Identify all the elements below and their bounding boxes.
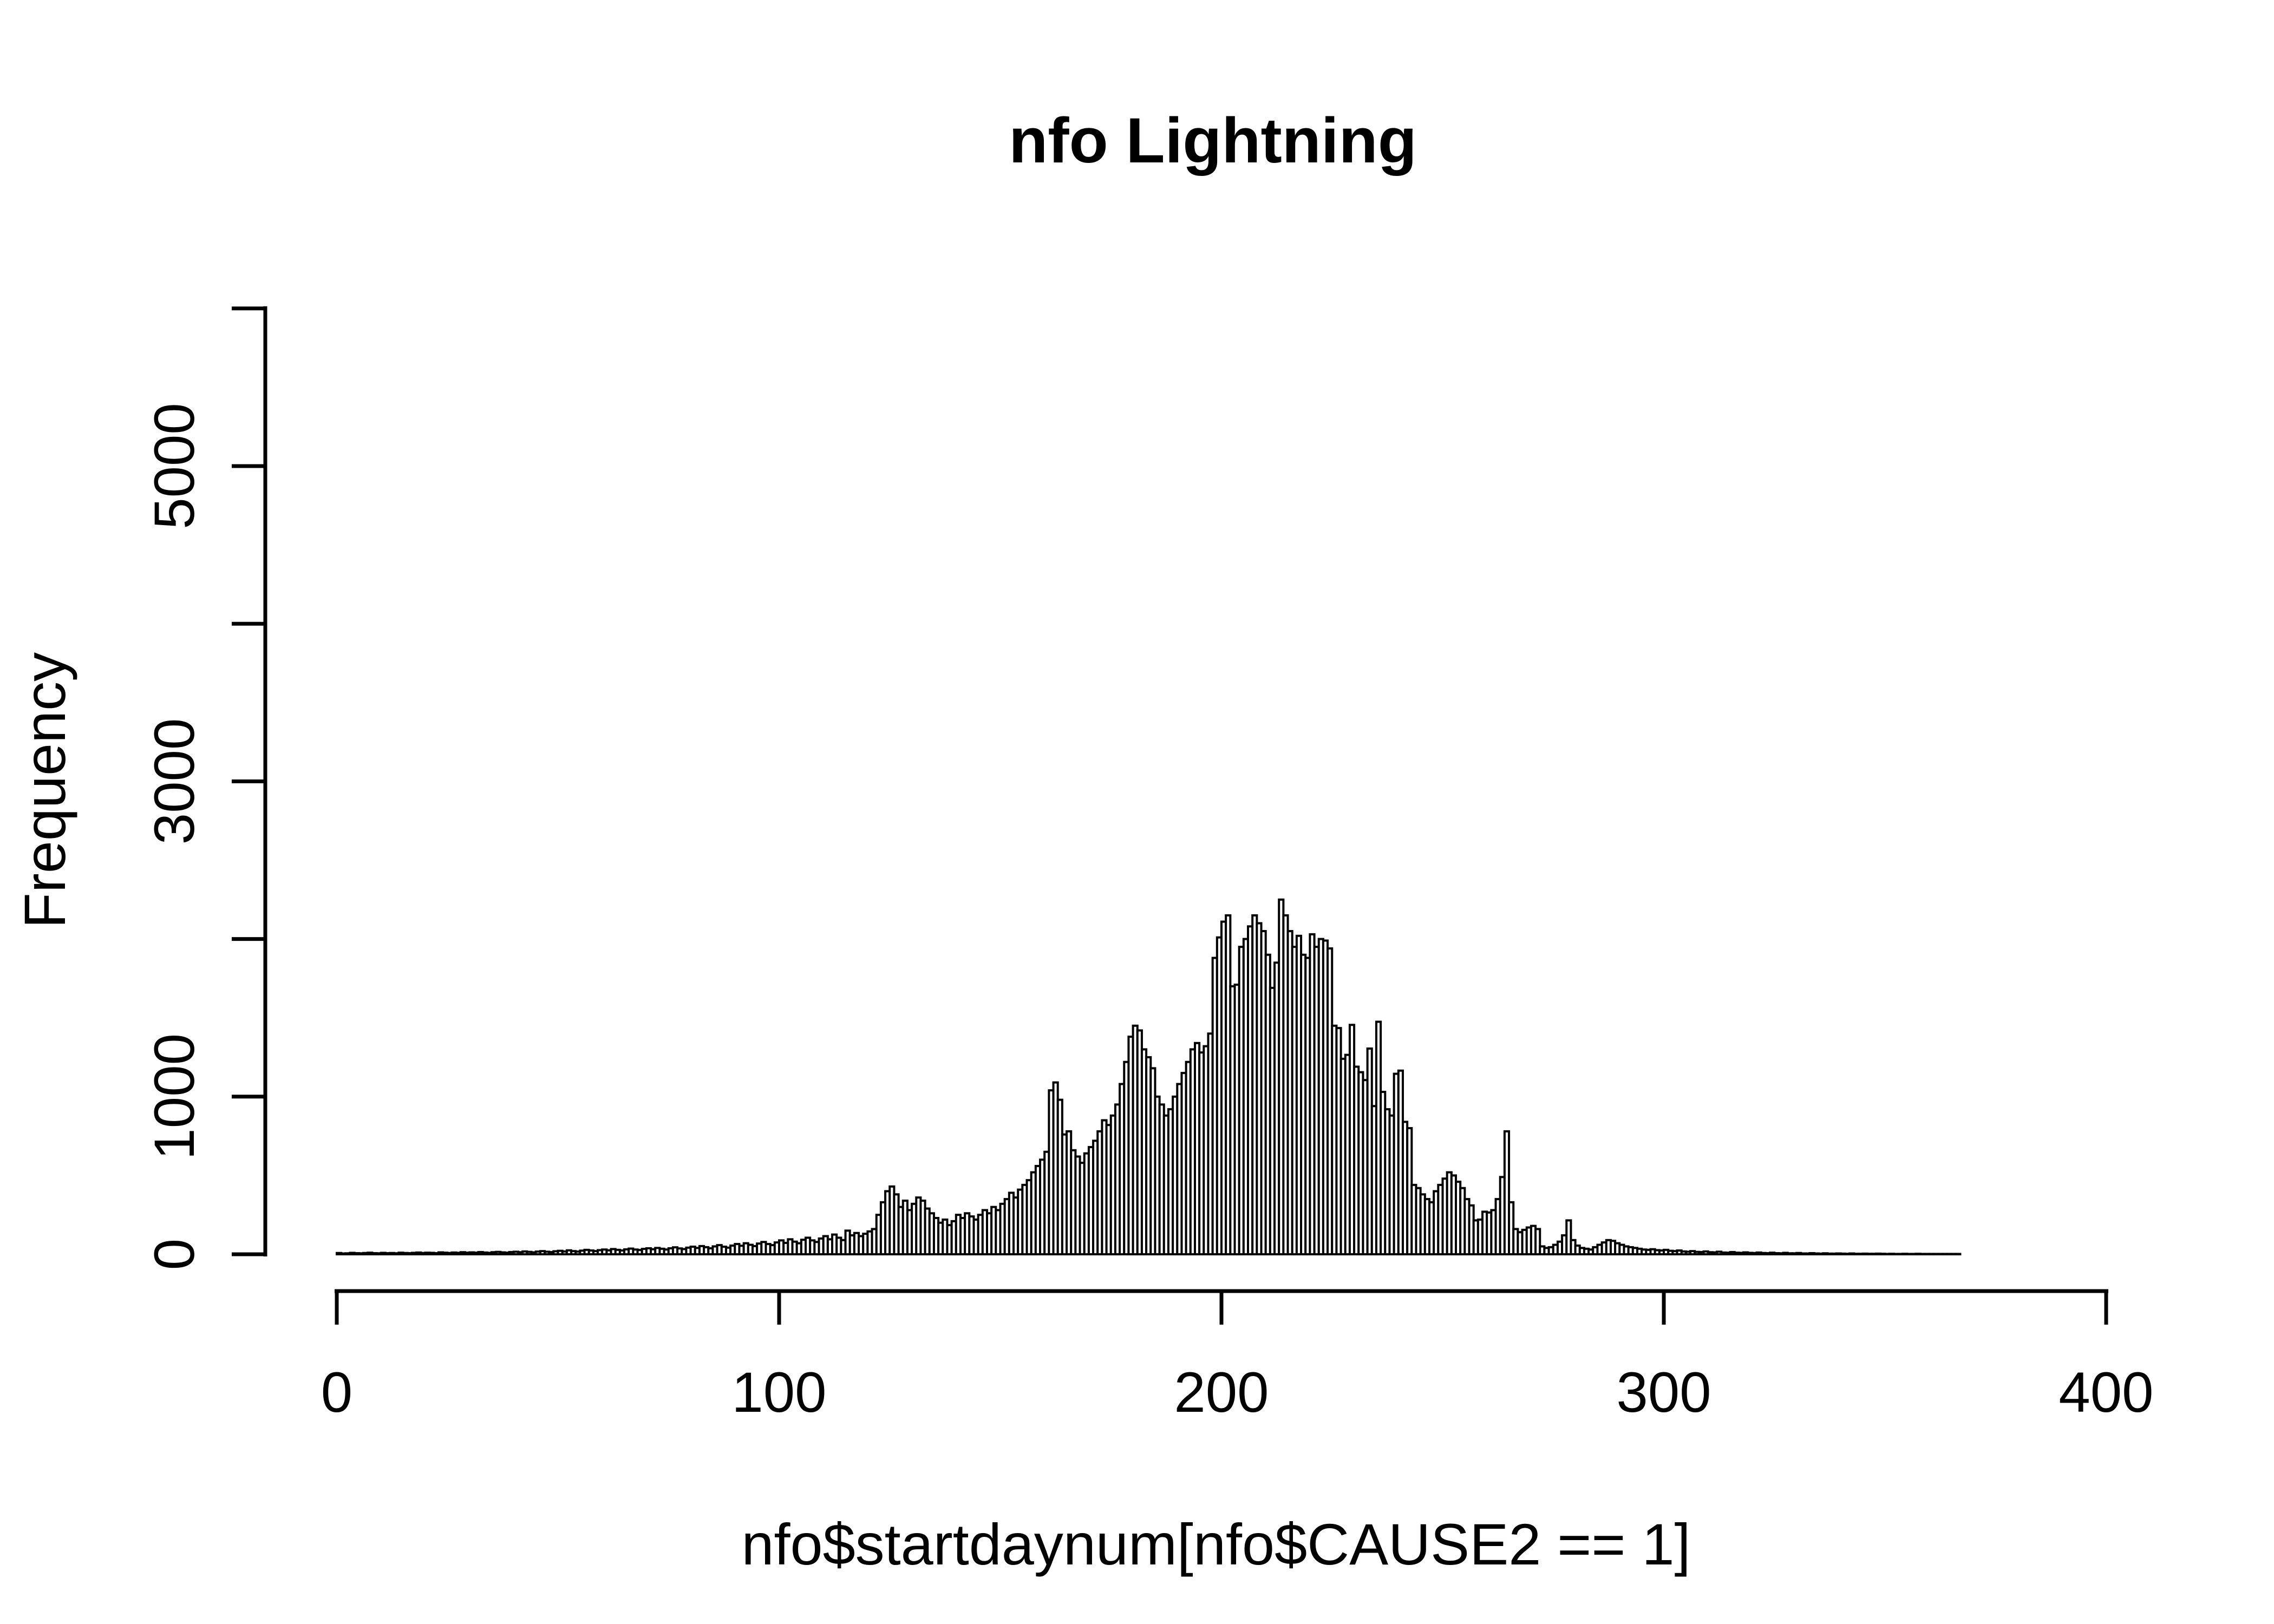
- x-axis-title: nfo$startdaynum[nfo$CAUSE2 == 1]: [741, 1511, 1690, 1577]
- y-axis: 0 1000 3000 5000: [143, 306, 267, 1270]
- x-axis: 0 100 200 300 400: [321, 1289, 2154, 1424]
- x-tick-label: 400: [2059, 1361, 2153, 1424]
- y-tick-label: 5000: [143, 403, 206, 529]
- x-tick-label: 100: [731, 1361, 826, 1424]
- histogram-bars: [336, 898, 1962, 1256]
- histogram-bar: [1534, 1228, 1541, 1255]
- y-tick-label: 3000: [143, 718, 206, 845]
- x-tick-label: 0: [321, 1361, 352, 1424]
- y-tick-label: 1000: [143, 1033, 206, 1160]
- y-tick-label: 0: [143, 1239, 206, 1270]
- x-tick-label: 300: [1616, 1361, 1711, 1424]
- y-axis-title: Frequency: [12, 652, 77, 928]
- chart-title: nfo Lightning: [1009, 105, 1417, 176]
- x-tick-label: 200: [1174, 1361, 1269, 1424]
- histogram-bar: [1503, 1130, 1511, 1256]
- histogram-bar: [1565, 1219, 1572, 1255]
